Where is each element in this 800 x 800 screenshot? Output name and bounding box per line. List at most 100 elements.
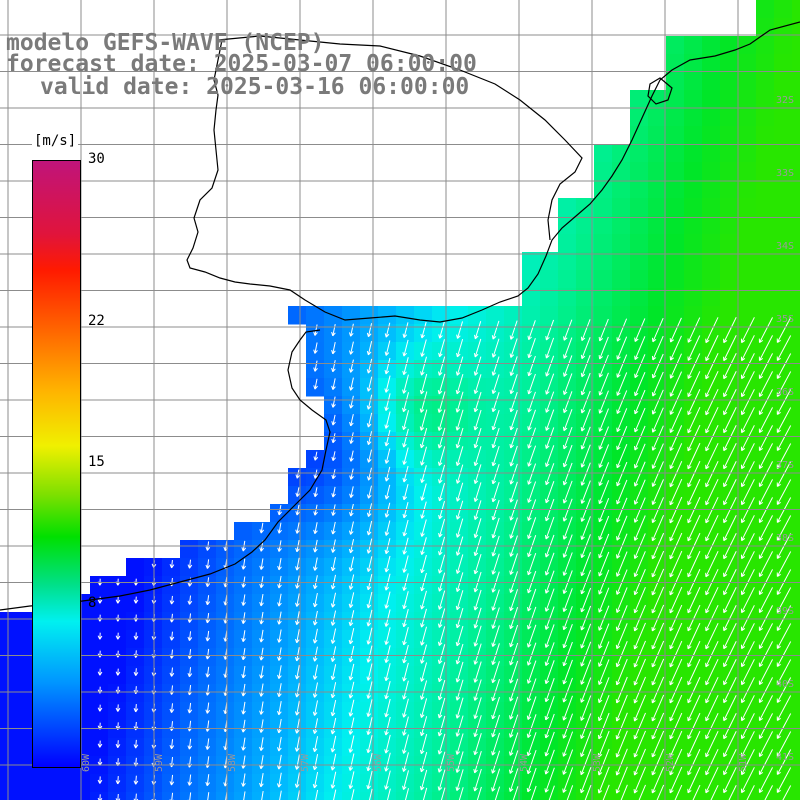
wind-arrow <box>366 376 373 392</box>
wind-arrow <box>545 481 555 504</box>
wind-arrow <box>705 550 719 578</box>
wind-arrow <box>758 731 773 758</box>
wind-arrow <box>259 558 264 570</box>
wind-cell <box>648 792 667 800</box>
wind-arrow <box>384 375 391 393</box>
wind-arrow <box>687 371 701 398</box>
wind-arrow <box>455 518 464 538</box>
wind-arrow <box>277 736 282 752</box>
wind-arrow <box>633 586 646 614</box>
wind-arrow <box>544 767 555 793</box>
wind-arrow <box>473 391 482 413</box>
wind-arrow <box>312 646 318 662</box>
wind-arrow <box>205 738 211 750</box>
wind-cell <box>648 162 667 181</box>
wind-arrow <box>277 593 282 607</box>
wind-arrow <box>562 444 573 468</box>
wind-arrow <box>402 752 409 772</box>
wind-arrow <box>723 587 737 614</box>
wind-cell <box>648 180 667 199</box>
wind-arrow <box>331 451 336 462</box>
wind-arrow <box>509 481 518 503</box>
wind-cell <box>756 648 775 667</box>
title-model: modelo GEFS-WAVE (NCEP) <box>6 30 325 56</box>
wind-cell <box>720 324 739 343</box>
wind-cell <box>684 216 703 235</box>
wind-cell <box>612 792 631 800</box>
wind-cell <box>18 774 37 793</box>
wind-cell <box>666 162 685 181</box>
wind-arrow <box>776 443 792 469</box>
wind-cell <box>720 630 739 649</box>
wind-cell <box>540 252 559 271</box>
wind-cell <box>666 576 685 595</box>
wind-arrow <box>705 352 719 380</box>
wind-arrow <box>402 484 409 501</box>
wind-cell <box>630 162 649 181</box>
wind-cell <box>666 36 685 55</box>
wind-cell <box>666 72 685 91</box>
wind-arrow <box>705 370 719 398</box>
wind-arrow <box>259 683 264 697</box>
wind-cell <box>738 738 757 757</box>
latitude-label: 39S <box>775 606 794 617</box>
wind-cell <box>774 126 793 145</box>
wind-cell <box>738 702 757 721</box>
wind-arrow <box>544 516 555 540</box>
wind-arrow <box>669 317 682 343</box>
wind-cell <box>594 486 613 505</box>
wind-cell <box>738 144 757 163</box>
wind-cell <box>0 774 19 793</box>
wind-cell <box>630 594 649 613</box>
wind-cell <box>720 162 739 181</box>
wind-cell <box>630 540 649 559</box>
wind-cell <box>198 792 217 800</box>
wind-arrow <box>705 514 719 542</box>
wind-arrow <box>402 410 409 431</box>
wind-cell <box>36 774 55 793</box>
wind-cell <box>612 306 631 325</box>
wind-arrow <box>633 443 646 469</box>
wind-cell <box>630 306 649 325</box>
wind-arrow <box>633 676 646 704</box>
wind-cell <box>180 792 199 800</box>
wind-cell <box>522 306 541 325</box>
wind-cell <box>630 684 649 703</box>
wind-cell <box>414 792 433 800</box>
wind-arrow <box>97 776 103 784</box>
wind-cell <box>792 324 800 343</box>
wind-cell <box>666 324 685 343</box>
wind-cell <box>630 360 649 379</box>
wind-arrow <box>277 718 282 734</box>
wind-arrow <box>615 748 628 776</box>
wind-cell <box>720 342 739 361</box>
wind-cell <box>792 702 800 721</box>
wind-arrow <box>313 378 318 390</box>
wind-arrow <box>437 769 446 791</box>
wind-cell <box>774 306 793 325</box>
wind-cell <box>720 774 739 793</box>
wind-cell <box>702 342 721 361</box>
wind-cell <box>720 54 739 73</box>
wind-cell <box>702 54 721 73</box>
wind-cell <box>342 306 361 325</box>
wind-arrow <box>616 372 628 396</box>
wind-cell <box>522 252 541 271</box>
wind-cell <box>18 630 37 649</box>
wind-arrow <box>669 478 683 506</box>
wind-arrow <box>728 785 737 800</box>
wind-arrow <box>740 317 755 344</box>
wind-cell <box>774 648 793 667</box>
wind-arrow <box>723 731 737 758</box>
wind-arrow <box>545 319 555 341</box>
wind-arrow <box>526 767 537 793</box>
wind-arrow <box>455 464 464 484</box>
wind-arrow <box>205 613 211 624</box>
wind-arrow <box>187 631 193 641</box>
wind-arrow <box>366 358 373 374</box>
wind-cell <box>720 432 739 451</box>
wind-cell <box>702 522 721 541</box>
wind-cell <box>702 774 721 793</box>
wind-arrow <box>205 702 211 714</box>
wind-cell <box>738 54 757 73</box>
